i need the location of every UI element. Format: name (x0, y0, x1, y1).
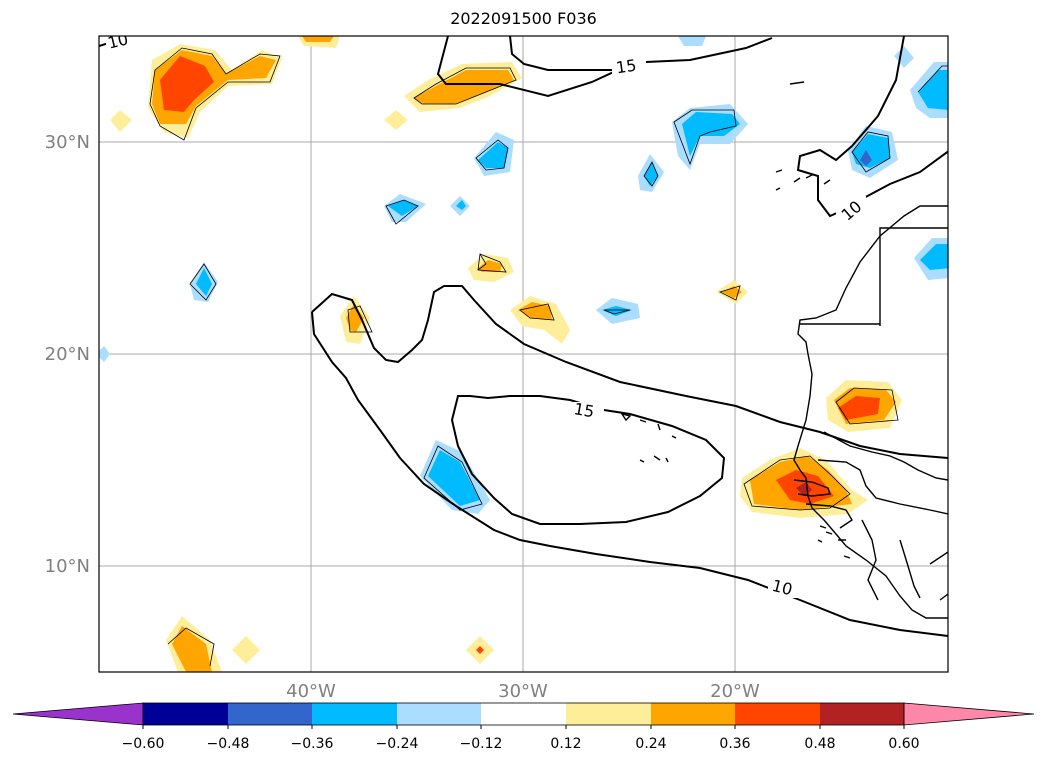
contour-label-10-bottom: 10 (770, 576, 794, 599)
longitude-labels: 40°W 30°W 20°W (286, 681, 760, 702)
contour-label-10-top: 10 (106, 29, 130, 52)
map-title: 2022091500 F036 (450, 9, 597, 28)
contour-lines (99, 36, 948, 637)
colorbar-bin-7 (651, 703, 735, 725)
colorbar-bin-5 (481, 703, 566, 725)
lon-label-30w: 30°W (498, 681, 548, 702)
lat-label-10n: 10°N (45, 556, 90, 577)
colorbar-tick-label: −0.12 (460, 736, 503, 752)
coastlines (620, 81, 948, 619)
colorbar-tick-label: 0.60 (888, 736, 919, 752)
colorbar: −0.60 −0.48 −0.36 −0.24 −0.12 0.12 0.24 … (12, 702, 1035, 752)
colorbar-bin-3 (312, 703, 397, 725)
anomaly-shading (99, 36, 948, 672)
colorbar-tick-label: 0.24 (635, 736, 666, 752)
map-frame (98, 35, 949, 673)
colorbar-bin-6 (566, 703, 651, 725)
lon-label-40w: 40°W (286, 681, 336, 702)
contour-labels: 10 15 15 10 10 (106, 29, 866, 599)
colorbar-tick-label: −0.60 (122, 736, 165, 752)
lat-label-20n: 20°N (45, 344, 90, 365)
colorbar-tick-label: −0.48 (207, 736, 250, 752)
latitude-labels: 30°N 20°N 10°N (45, 132, 90, 577)
colorbar-bin-2 (228, 703, 312, 725)
colorbar-bin-4 (397, 703, 481, 725)
lon-label-20w: 20°W (710, 681, 760, 702)
colorbar-tick-label: 0.12 (550, 736, 581, 752)
colorbar-extend-low (12, 702, 144, 726)
anomaly-outlines (149, 47, 948, 667)
contour-label-15-top: 15 (615, 56, 638, 78)
colorbar-extend-high (903, 702, 1035, 726)
colorbar-tick-label: 0.48 (804, 736, 835, 752)
contour-label-15-mid: 15 (572, 399, 595, 421)
colorbar-bin-9 (820, 703, 904, 725)
graticule (99, 36, 948, 672)
colorbar-frame (142, 702, 905, 726)
colorbar-tick-label: −0.24 (376, 736, 419, 752)
colorbar-tick-label: 0.36 (719, 736, 750, 752)
colorbar-bin-1 (143, 703, 228, 725)
colorbar-tick-label: −0.36 (291, 736, 334, 752)
lat-label-30n: 30°N (45, 132, 90, 153)
colorbar-bin-8 (735, 703, 820, 725)
